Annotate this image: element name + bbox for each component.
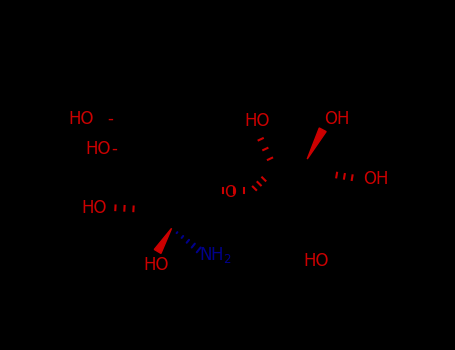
Text: HO: HO (303, 252, 329, 270)
Text: -: - (107, 110, 113, 128)
Text: OH: OH (363, 170, 388, 188)
Text: HO: HO (143, 256, 169, 274)
Text: O: O (224, 185, 236, 200)
Text: OH: OH (324, 110, 349, 128)
Text: HO: HO (85, 140, 111, 158)
Text: HO: HO (244, 112, 269, 130)
Text: HO: HO (82, 198, 107, 217)
Text: HO: HO (69, 110, 94, 128)
Text: NH$_2$: NH$_2$ (199, 245, 232, 265)
Polygon shape (154, 228, 172, 253)
Polygon shape (307, 128, 326, 159)
Text: O: O (263, 209, 276, 226)
Text: -: - (111, 140, 117, 158)
